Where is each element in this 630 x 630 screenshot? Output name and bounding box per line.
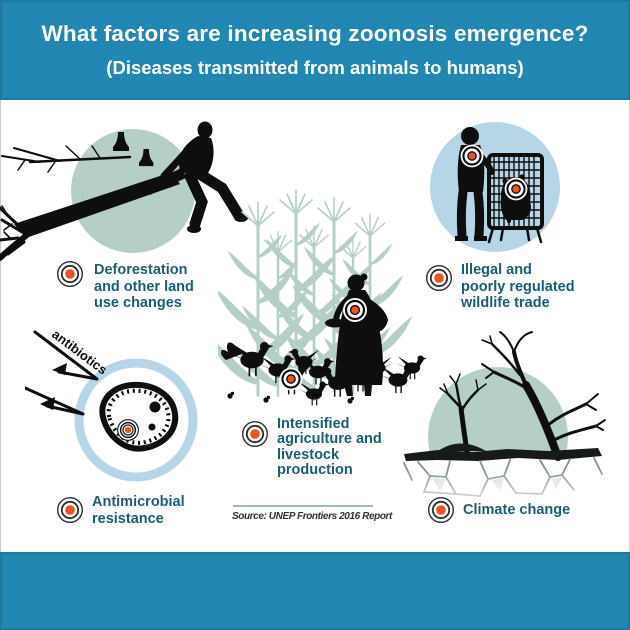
large-dead-tree (481, 331, 606, 461)
target-icon (459, 143, 485, 169)
footer-band: #COVID19 UN environment programme (0, 552, 630, 630)
target-icon (241, 420, 269, 448)
target-icon (278, 366, 304, 392)
antimicrobial-label: Antimicrobial resistance (92, 494, 185, 527)
label-line: livestock (277, 446, 340, 463)
header-band: What factors are increasing zoonosis eme… (0, 0, 630, 100)
wildlife-trade-label: Illegal and poorly regulated wildlife tr… (461, 262, 575, 312)
wildlife-circle (430, 122, 560, 252)
label-line: Intensified (277, 416, 350, 432)
label-line: use changes (94, 295, 182, 311)
stump (139, 149, 154, 167)
label-line: Antimicrobial (92, 494, 185, 510)
label-line: resistance (92, 510, 164, 527)
label-line: production (277, 461, 353, 478)
label-line: poorly regulated (461, 278, 575, 295)
target-icon (425, 264, 453, 292)
target-icon (427, 496, 455, 524)
label-line: agriculture and (277, 431, 382, 448)
agriculture-illustration (218, 182, 428, 406)
source-divider (233, 505, 373, 507)
target-icon (56, 260, 84, 288)
bacteria (99, 381, 179, 452)
target-icon (341, 296, 369, 324)
deforestation-circle (71, 129, 195, 253)
deforestation-illustration (0, 121, 248, 261)
microbe-circle (74, 358, 198, 482)
page-subtitle: (Diseases transmitted from animals to hu… (106, 57, 524, 78)
target-icon (116, 418, 140, 442)
antibiotic-arrows (25, 330, 99, 416)
wildlife-trade-illustration (430, 122, 560, 252)
caged-monkey (500, 177, 532, 220)
page-title: What factors are increasing zoonosis eme… (41, 21, 589, 46)
label-line: and other land (94, 278, 194, 295)
tree-branch (1, 145, 132, 173)
deforestation-label: Deforestation and other land use changes (94, 262, 194, 312)
label-line: Climate change (463, 502, 571, 518)
label-line: Illegal and (461, 262, 532, 278)
antimicrobial-illustration: antibiotics (25, 326, 198, 482)
trader-silhouette (455, 127, 495, 241)
farmer-silhouette (325, 273, 388, 396)
small-dead-tree (439, 373, 487, 455)
antibiotics-label: antibiotics (49, 326, 110, 377)
corn-stalks (218, 190, 412, 400)
agriculture-label: Intensified agriculture and livestock pr… (277, 416, 382, 478)
target-icon (56, 496, 84, 524)
target-icon (503, 176, 529, 202)
animal-cage (487, 153, 544, 244)
climate-change-label: Climate change (463, 502, 570, 519)
label-line: Deforestation (94, 262, 188, 278)
label-line: wildlife trade (461, 295, 550, 311)
log-twigs (0, 205, 31, 261)
stump (113, 132, 129, 151)
source-text: Source: UNEP Frontiers 2016 Report (232, 511, 392, 522)
climate-illustration (398, 331, 608, 515)
climate-circle (428, 367, 568, 453)
lumberjack-silhouette (146, 121, 248, 233)
chicken-flock (220, 341, 428, 406)
fallen-log (14, 172, 180, 238)
